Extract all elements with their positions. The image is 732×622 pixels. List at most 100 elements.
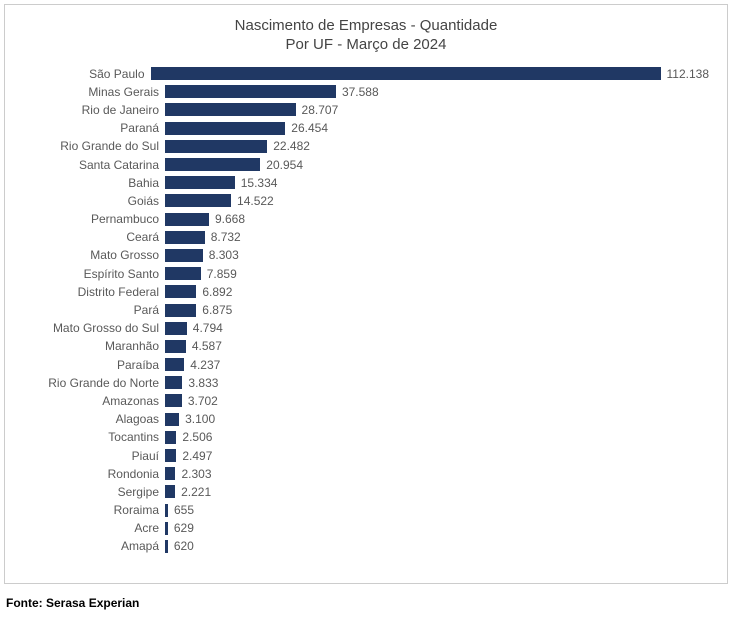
bar-label: São Paulo	[23, 67, 151, 81]
bar-value: 8.732	[205, 230, 241, 244]
source-label: Fonte: Serasa Experian	[6, 596, 728, 610]
bar-row: Roraima655	[23, 501, 709, 519]
bar-value: 9.668	[209, 212, 245, 226]
bar-value: 2.506	[176, 430, 212, 444]
bar-fill	[151, 67, 661, 80]
bar-track: 4.587	[165, 337, 709, 355]
chart-title-line2: Por UF - Março de 2024	[23, 36, 709, 55]
bar-value: 4.587	[186, 339, 222, 353]
bar-track: 3.833	[165, 374, 709, 392]
bar-track: 20.954	[165, 155, 709, 173]
bar-fill	[165, 249, 203, 262]
bar-row: Rio Grande do Norte3.833	[23, 374, 709, 392]
bar-label: Rio Grande do Norte	[23, 376, 165, 390]
bar-track: 2.506	[165, 428, 709, 446]
bar-value: 22.482	[267, 139, 310, 153]
bar-track: 26.454	[165, 119, 709, 137]
chart-title: Nascimento de Empresas - Quantidade Por …	[23, 17, 709, 55]
bar-fill	[165, 485, 175, 498]
bar-track: 112.138	[151, 65, 710, 83]
bars-area: São Paulo 112.138 Minas Gerais 37.588 Rio de…	[23, 65, 709, 556]
bar-value: 6.875	[196, 303, 232, 317]
bar-fill	[165, 467, 175, 480]
bar-track: 620	[165, 537, 709, 555]
bar-value: 14.522	[231, 194, 274, 208]
bar-row: Amapá620	[23, 537, 709, 555]
bar-label: Minas Gerais	[23, 85, 165, 99]
bar-fill	[165, 103, 296, 116]
bar-value: 4.794	[187, 321, 223, 335]
bar-track: 6.875	[165, 301, 709, 319]
bar-track: 629	[165, 519, 709, 537]
bar-row: Ceará 8.732	[23, 228, 709, 246]
bar-row: Tocantins 2.506	[23, 428, 709, 446]
bar-value: 15.334	[235, 176, 278, 190]
bar-fill	[165, 158, 260, 171]
bar-fill	[165, 122, 285, 135]
bar-row: Paraná26.454	[23, 119, 709, 137]
bar-track: 14.522	[165, 192, 709, 210]
bar-fill	[165, 304, 196, 317]
bar-row: Piauí2.497	[23, 446, 709, 464]
bar-track: 7.859	[165, 265, 709, 283]
bar-fill	[165, 85, 336, 98]
bar-value: 2.221	[175, 485, 211, 499]
bar-fill	[165, 140, 267, 153]
bar-value: 20.954	[260, 158, 303, 172]
bar-fill	[165, 431, 176, 444]
bar-fill	[165, 285, 196, 298]
bar-value: 7.859	[201, 267, 237, 281]
bar-label: Paraíba	[23, 358, 165, 372]
bar-track: 2.221	[165, 483, 709, 501]
chart-container: Nascimento de Empresas - Quantidade Por …	[4, 4, 728, 584]
bar-label: Bahia	[23, 176, 165, 190]
bar-row: Distrito Federal6.892	[23, 283, 709, 301]
bar-value: 620	[168, 539, 194, 553]
bar-value: 112.138	[661, 67, 710, 81]
bar-track: 8.303	[165, 246, 709, 264]
bar-row: Rio de Janeiro28.707	[23, 101, 709, 119]
bar-value: 37.588	[336, 85, 379, 99]
bar-track: 655	[165, 501, 709, 519]
bar-label: Mato Grosso do Sul	[23, 321, 165, 335]
bar-fill	[165, 376, 182, 389]
bar-row: Sergipe2.221	[23, 483, 709, 501]
bar-row: Pará6.875	[23, 301, 709, 319]
bar-fill	[165, 358, 184, 371]
bar-label: Rondonia	[23, 467, 165, 481]
bar-track: 2.303	[165, 465, 709, 483]
bar-fill	[165, 413, 179, 426]
bar-value: 3.100	[179, 412, 215, 426]
bar-label: Santa Catarina	[23, 158, 165, 172]
bar-value: 8.303	[203, 248, 239, 262]
bar-value: 629	[168, 521, 194, 535]
bar-fill	[165, 322, 187, 335]
bar-track: 9.668	[165, 210, 709, 228]
bar-row: Mato Grosso do Sul 4.794	[23, 319, 709, 337]
bar-fill	[165, 194, 231, 207]
bar-row: Rondonia2.303	[23, 465, 709, 483]
bar-label: Amapá	[23, 539, 165, 553]
bar-label: Alagoas	[23, 412, 165, 426]
bar-label: Tocantins	[23, 430, 165, 444]
bar-track: 28.707	[165, 101, 709, 119]
bar-fill	[165, 267, 201, 280]
bar-row: Rio Grande do Sul 22.482	[23, 137, 709, 155]
bar-value: 4.237	[184, 358, 220, 372]
bar-label: Piauí	[23, 449, 165, 463]
bar-label: Mato Grosso	[23, 248, 165, 262]
chart-title-line1: Nascimento de Empresas - Quantidade	[23, 17, 709, 36]
bar-label: Pernambuco	[23, 212, 165, 226]
bar-track: 6.892	[165, 283, 709, 301]
bar-label: Paraná	[23, 121, 165, 135]
bar-track: 37.588	[165, 83, 709, 101]
bar-label: Rio Grande do Sul	[23, 139, 165, 153]
bar-row: Bahia 15.334	[23, 174, 709, 192]
bar-row: Goiás 14.522	[23, 192, 709, 210]
bar-row: Maranhão4.587	[23, 337, 709, 355]
bar-label: Goiás	[23, 194, 165, 208]
bar-label: Ceará	[23, 230, 165, 244]
bar-label: Acre	[23, 521, 165, 535]
bar-row: Minas Gerais 37.588	[23, 83, 709, 101]
bar-track: 3.702	[165, 392, 709, 410]
